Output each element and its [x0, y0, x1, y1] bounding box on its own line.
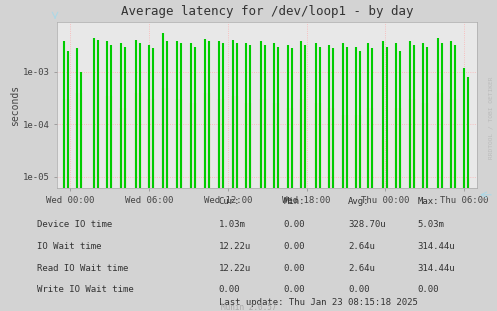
Text: 2.64u: 2.64u	[348, 264, 375, 272]
Text: Write IO Wait time: Write IO Wait time	[37, 285, 134, 294]
Text: 0.00: 0.00	[283, 242, 305, 251]
Text: Cur:: Cur:	[219, 197, 240, 206]
Text: 0.00: 0.00	[283, 264, 305, 272]
Text: RRDTOOL / TOBI OETIKER: RRDTOOL / TOBI OETIKER	[489, 77, 494, 160]
Text: Munin 2.0.57: Munin 2.0.57	[221, 303, 276, 311]
Text: 0.00: 0.00	[348, 285, 369, 294]
Text: 12.22u: 12.22u	[219, 264, 251, 272]
Text: Avg:: Avg:	[348, 197, 369, 206]
Text: 328.70u: 328.70u	[348, 220, 386, 229]
Text: 0.00: 0.00	[283, 220, 305, 229]
Text: 2.64u: 2.64u	[348, 242, 375, 251]
Text: Max:: Max:	[417, 197, 439, 206]
Text: 314.44u: 314.44u	[417, 242, 455, 251]
Text: 0.00: 0.00	[283, 285, 305, 294]
Text: Read IO Wait time: Read IO Wait time	[37, 264, 129, 272]
Text: IO Wait time: IO Wait time	[37, 242, 102, 251]
Y-axis label: seconds: seconds	[10, 84, 20, 126]
Text: Min:: Min:	[283, 197, 305, 206]
Text: 314.44u: 314.44u	[417, 264, 455, 272]
Text: 0.00: 0.00	[417, 285, 439, 294]
Text: 0.00: 0.00	[219, 285, 240, 294]
Text: Device IO time: Device IO time	[37, 220, 112, 229]
Text: Last update: Thu Jan 23 08:15:18 2025: Last update: Thu Jan 23 08:15:18 2025	[219, 298, 417, 307]
Text: 1.03m: 1.03m	[219, 220, 246, 229]
Text: 12.22u: 12.22u	[219, 242, 251, 251]
Text: 5.03m: 5.03m	[417, 220, 444, 229]
Title: Average latency for /dev/loop1 - by day: Average latency for /dev/loop1 - by day	[121, 5, 414, 18]
